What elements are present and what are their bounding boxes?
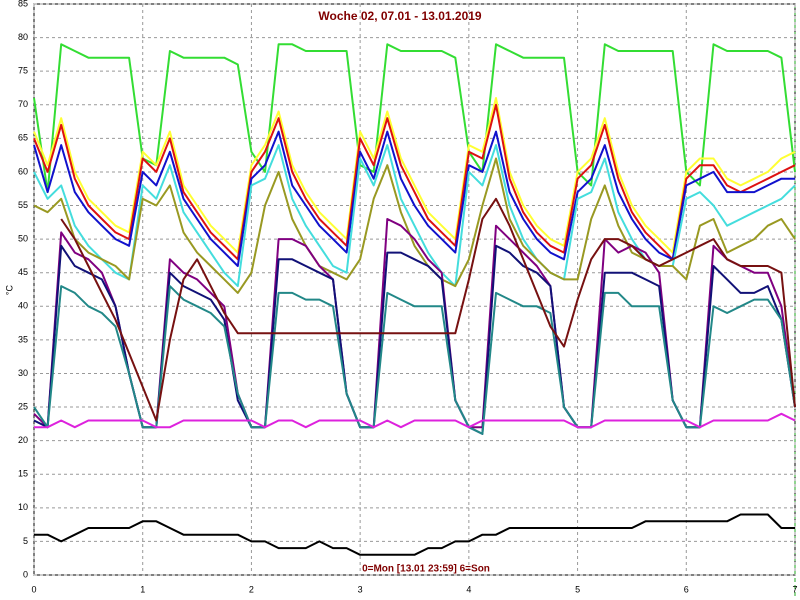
y-tick-label: 65 <box>18 133 28 143</box>
x-tick-label: 6 <box>684 584 689 594</box>
series-line <box>34 513 795 556</box>
series-line <box>33 285 796 435</box>
y-tick-label: 15 <box>18 469 28 479</box>
y-tick-label: 5 <box>23 536 28 546</box>
x-tick-label: 7 <box>792 584 797 594</box>
y-tick-label: 30 <box>18 368 28 378</box>
y-tick-label: 75 <box>18 66 28 76</box>
y-tick-label: 55 <box>18 200 28 210</box>
lines <box>33 43 796 556</box>
y-tick-label: 50 <box>18 233 28 243</box>
y-tick-label: 35 <box>18 334 28 344</box>
x-tick-label: 0 <box>31 584 36 594</box>
y-tick-label: 0 <box>23 569 28 579</box>
annotation: 0=Mon [13.01 23:59] 6=Son <box>362 564 490 575</box>
series-line <box>33 130 795 267</box>
x-tick-label: 1 <box>140 584 145 594</box>
y-tick-label: 60 <box>18 166 28 176</box>
y-tick-label: 70 <box>18 99 28 109</box>
x-tick-label: 2 <box>249 584 254 594</box>
y-tick-label: 25 <box>18 401 28 411</box>
series-line <box>33 103 796 261</box>
series-line <box>60 197 796 422</box>
series-line <box>33 97 796 254</box>
series-line <box>33 157 796 294</box>
series-line <box>33 43 796 194</box>
y-tick-label: 45 <box>18 267 28 277</box>
x-tick-label: 5 <box>575 584 580 594</box>
series-line <box>34 412 796 429</box>
y-tick-label: 10 <box>18 502 28 512</box>
chart-title: Woche 02, 07.01 - 13.01.2019 <box>318 9 482 23</box>
y-axis-label: °C <box>4 284 14 295</box>
y-tick-label: 20 <box>18 435 28 445</box>
x-tick-label: 3 <box>358 584 363 594</box>
y-tick-label: 85 <box>18 0 28 8</box>
y-tick-label: 80 <box>18 32 28 42</box>
y-tick-label: 40 <box>18 301 28 311</box>
x-tick-label: 4 <box>466 584 471 594</box>
